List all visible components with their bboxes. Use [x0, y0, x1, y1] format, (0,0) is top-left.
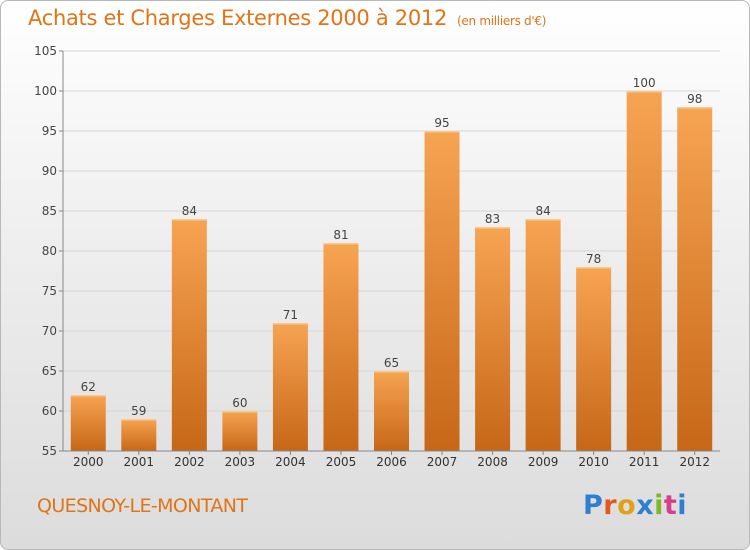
- data-label: 84: [182, 204, 197, 218]
- bar: [323, 243, 359, 451]
- data-label: 71: [283, 308, 298, 322]
- brand-letter: r: [603, 490, 618, 521]
- bar-highlight: [121, 419, 157, 421]
- brand-letter: i: [654, 490, 664, 521]
- bar: [576, 267, 612, 451]
- y-tick-label: 100: [34, 84, 57, 98]
- bar: [70, 395, 106, 451]
- y-tick-label: 60: [42, 404, 57, 418]
- chart-unit: (en milliers d'€): [457, 14, 547, 28]
- data-label: 62: [81, 380, 96, 394]
- bar-highlight: [525, 219, 561, 221]
- data-label: 98: [687, 92, 702, 106]
- brand-letter: t: [663, 490, 678, 521]
- axes: 55 60 65 70 75 80 85 90 95 100 105 2000 2001 2002 2003…: [34, 44, 720, 469]
- y-tick-label: 55: [42, 444, 57, 458]
- data-label: 60: [232, 396, 247, 410]
- data-label: 100: [633, 76, 656, 90]
- x-tick-label: 2007: [427, 455, 458, 469]
- y-tick-label: 75: [42, 284, 57, 298]
- brand-letter: P: [583, 490, 604, 521]
- brand-letter: o: [617, 490, 637, 521]
- bar: [121, 419, 157, 451]
- data-label: 84: [535, 204, 550, 218]
- bar-highlight: [70, 395, 106, 397]
- data-label: 95: [434, 116, 449, 130]
- data-label: 65: [384, 356, 399, 370]
- chart-title-text: Achats et Charges Externes 2000 à 2012: [28, 6, 448, 30]
- x-tick-label: 2001: [124, 455, 155, 469]
- x-tick-label: 2011: [629, 455, 660, 469]
- y-tick-label: 70: [42, 324, 57, 338]
- bar-highlight: [424, 131, 460, 133]
- bar: [677, 107, 713, 451]
- brand-letter: x: [636, 490, 655, 521]
- chart-title: Achats et Charges Externes 2000 à 2012 (e…: [28, 6, 546, 30]
- bar-highlight: [171, 219, 207, 221]
- x-tick-label: 2008: [477, 455, 508, 469]
- bar: [475, 227, 511, 451]
- bar-highlight: [475, 227, 511, 229]
- x-tick-label: 2004: [275, 455, 306, 469]
- bar: [525, 219, 561, 451]
- y-tick-label: 85: [42, 204, 57, 218]
- bar-highlight: [272, 323, 308, 325]
- bar-highlight: [576, 267, 612, 269]
- data-label: 59: [131, 404, 146, 418]
- y-tick-label: 95: [42, 124, 57, 138]
- x-tick-label: 2006: [376, 455, 407, 469]
- bar-highlight: [677, 107, 713, 109]
- bar: [222, 411, 258, 451]
- bar-highlight: [374, 371, 409, 373]
- bar: [374, 371, 409, 451]
- bars: 62 59 84 60 71 81 65 95 83 84 78 100 98: [70, 76, 713, 451]
- town-name: QUESNOY-LE-MONTANT: [37, 495, 248, 517]
- x-tick-label: 2000: [73, 455, 104, 469]
- y-tick-label: 65: [42, 364, 57, 378]
- bar: [171, 219, 207, 451]
- x-tick-label: 2010: [578, 455, 609, 469]
- bar: [272, 323, 308, 451]
- data-label: 78: [586, 252, 601, 266]
- x-tick-label: 2002: [174, 455, 205, 469]
- bar: [626, 91, 662, 451]
- y-tick-label: 80: [42, 244, 57, 258]
- bar-highlight: [222, 411, 258, 413]
- y-tick-label: 90: [42, 164, 57, 178]
- brand-letter: i: [677, 490, 688, 521]
- data-label: 83: [485, 212, 500, 226]
- x-tick-label: 2009: [528, 455, 559, 469]
- x-tick-label: 2005: [326, 455, 357, 469]
- x-tick-label: 2003: [225, 455, 256, 469]
- data-label: 81: [333, 228, 348, 242]
- bar-highlight: [626, 91, 662, 93]
- x-tick-label: 2012: [679, 455, 710, 469]
- bar: [424, 131, 460, 451]
- proxiti-logo[interactable]: Proxiti: [583, 490, 687, 521]
- bar-highlight: [323, 243, 359, 245]
- y-tick-label: 105: [34, 44, 57, 58]
